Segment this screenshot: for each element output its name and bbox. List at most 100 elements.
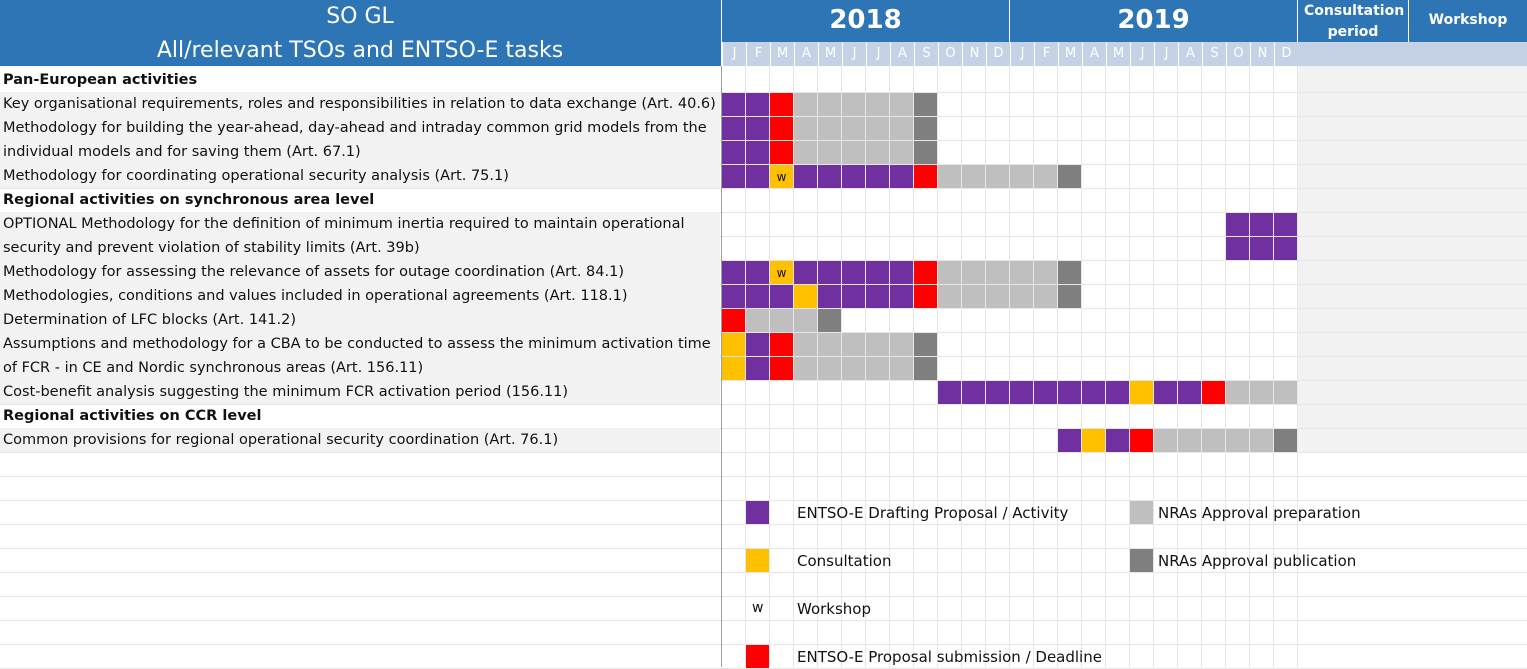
task-label: security and prevent violation of stabil…: [3, 240, 420, 256]
task-label: of FCR - in CE and Nordic synchronous ar…: [3, 360, 424, 376]
approval-prep-cell: [794, 117, 817, 140]
grid-line-horizontal: [0, 188, 1527, 189]
drafting-cell: [1058, 381, 1081, 404]
drafting-cell: [1106, 381, 1129, 404]
approval-prep-cell: [1250, 381, 1273, 404]
grid-line-horizontal: [0, 332, 1527, 333]
approval-prep-cell: [938, 285, 961, 308]
approval-prep-cell: [794, 141, 817, 164]
grid-line-horizontal: [0, 164, 1527, 165]
grid-line-horizontal: [0, 116, 1527, 117]
grid-line-vertical: [985, 66, 986, 667]
approval-prep-cell: [986, 261, 1009, 284]
deadline-cell: [770, 93, 793, 116]
month-cell: A: [794, 42, 818, 66]
row-shade: [0, 332, 720, 356]
drafting-cell: [794, 165, 817, 188]
month-cell: D: [986, 42, 1010, 66]
drafting-cell: [794, 261, 817, 284]
drafting-cell: [818, 285, 841, 308]
grid-line-horizontal: [0, 92, 1527, 93]
consultation-period-header: Consultation period: [1298, 0, 1408, 42]
grid-line-horizontal: [0, 380, 1527, 381]
legend-consultation-label: Consultation: [797, 552, 892, 570]
month-cell: M: [770, 42, 794, 66]
month-cell: F: [746, 42, 770, 66]
row-shade: [0, 428, 720, 452]
approval-prep-cell: [794, 93, 817, 116]
approval-prep-cell: [818, 93, 841, 116]
column-divider: [721, 66, 722, 667]
grid-line-vertical: [1057, 66, 1058, 667]
drafting-cell: [890, 285, 913, 308]
consultation-cell: [1130, 381, 1153, 404]
approval-prep-cell: [794, 309, 817, 332]
grid-line-horizontal: [0, 404, 1527, 405]
deadline-cell: [914, 261, 937, 284]
year-header-2019: 2019: [1010, 0, 1297, 42]
approval-pub-cell: [914, 93, 937, 116]
approval-prep-cell: [818, 357, 841, 380]
drafting-cell: [938, 381, 961, 404]
grid-line-vertical: [769, 66, 770, 667]
row-shade: [0, 308, 720, 332]
deadline-cell: [770, 117, 793, 140]
drafting-cell: [866, 285, 889, 308]
month-cell: S: [1202, 42, 1226, 66]
deadline-cell: [770, 141, 793, 164]
approval-prep-cell: [1010, 285, 1033, 308]
approval-prep-cell: [866, 141, 889, 164]
grid-line-vertical: [1201, 66, 1202, 667]
month-cell: M: [1106, 42, 1130, 66]
drafting-cell: [1106, 429, 1129, 452]
deadline-cell: [770, 357, 793, 380]
grid-line-vertical: [793, 66, 794, 667]
month-cell: A: [1082, 42, 1106, 66]
month-cell: M: [1058, 42, 1082, 66]
month-cell: J: [722, 42, 746, 66]
section-heading: Regional activities on CCR level: [3, 408, 262, 424]
approval-prep-cell: [962, 261, 985, 284]
month-cell: N: [962, 42, 986, 66]
approval-prep-cell: [890, 93, 913, 116]
drafting-cell: [722, 93, 745, 116]
drafting-cell: [746, 357, 769, 380]
workshop-label: Workshop: [1428, 12, 1508, 28]
approval-prep-cell: [746, 309, 769, 332]
drafting-cell: [890, 261, 913, 284]
approval-pub-cell: [914, 117, 937, 140]
drafting-cell: [746, 141, 769, 164]
section-heading: Regional activities on synchronous area …: [3, 192, 375, 208]
grid-line-horizontal: [0, 644, 1527, 645]
title-header: SO GL All/relevant TSOs and ENTSO-E task…: [0, 0, 721, 66]
drafting-cell: [866, 261, 889, 284]
drafting-cell: [1274, 213, 1297, 236]
grid-line-horizontal: [0, 140, 1527, 141]
grid-line-horizontal: [0, 572, 1527, 573]
grid-line-vertical: [1129, 66, 1130, 667]
legend-deadline-label: ENTSO-E Proposal submission / Deadline: [797, 648, 1102, 666]
row-shade: [0, 284, 720, 308]
approval-pub-cell: [1058, 165, 1081, 188]
row-shade: [0, 140, 720, 164]
grid-line-horizontal: [0, 260, 1527, 261]
grid-line-vertical: [865, 66, 866, 667]
year-header-2018: 2018: [722, 0, 1009, 42]
grid-line-horizontal: [0, 284, 1527, 285]
drafting-cell: [1058, 429, 1081, 452]
workshop-header: Workshop: [1409, 0, 1527, 42]
month-cell: A: [1178, 42, 1202, 66]
task-label: Methodology for coordinating operational…: [3, 168, 509, 184]
month-cell: J: [1154, 42, 1178, 66]
grid-line-vertical: [913, 66, 914, 667]
approval-prep-cell: [818, 141, 841, 164]
grid-line-vertical: [1225, 66, 1226, 667]
drafting-cell: [1274, 237, 1297, 260]
approval-prep-cell: [1226, 429, 1249, 452]
approval-prep-cell: [842, 117, 865, 140]
drafting-cell: [1154, 381, 1177, 404]
legend-drafting-swatch: [746, 501, 769, 524]
consultation-cell: [722, 357, 745, 380]
month-cell: F: [1034, 42, 1058, 66]
approval-prep-cell: [866, 117, 889, 140]
